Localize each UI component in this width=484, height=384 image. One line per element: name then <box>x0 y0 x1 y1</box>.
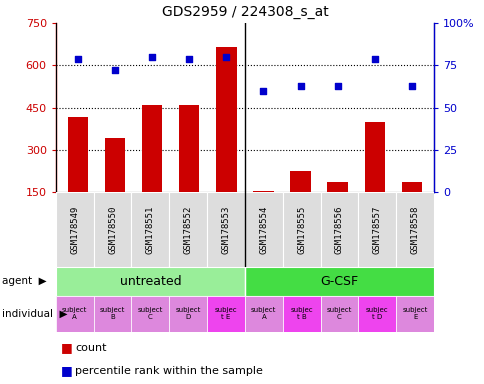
Bar <box>290 171 310 192</box>
Bar <box>364 122 384 192</box>
Text: subject
E: subject E <box>402 308 427 320</box>
Bar <box>358 192 395 267</box>
Bar <box>131 192 169 267</box>
Bar <box>142 105 162 192</box>
Title: GDS2959 / 224308_s_at: GDS2959 / 224308_s_at <box>161 5 328 19</box>
Bar <box>253 190 273 192</box>
Text: G-CSF: G-CSF <box>320 275 358 288</box>
Bar <box>207 296 244 332</box>
Point <box>222 54 230 60</box>
Text: individual  ▶: individual ▶ <box>2 309 68 319</box>
Bar <box>395 192 433 267</box>
Text: ■: ■ <box>60 364 72 377</box>
Point <box>296 83 304 89</box>
Bar <box>131 296 169 332</box>
Bar <box>169 296 207 332</box>
Bar <box>207 192 244 267</box>
Text: untreated: untreated <box>119 275 181 288</box>
Bar <box>105 139 125 192</box>
Bar <box>56 267 244 296</box>
Bar <box>320 192 358 267</box>
Text: GSM178550: GSM178550 <box>108 205 117 253</box>
Point <box>407 83 415 89</box>
Bar <box>358 296 395 332</box>
Bar <box>282 192 320 267</box>
Bar <box>320 296 358 332</box>
Point <box>333 83 341 89</box>
Text: GSM178549: GSM178549 <box>70 205 79 253</box>
Text: ■: ■ <box>60 341 72 354</box>
Text: GSM178555: GSM178555 <box>297 205 305 253</box>
Text: subject
D: subject D <box>175 308 200 320</box>
Text: subject
C: subject C <box>137 308 163 320</box>
Bar <box>68 118 88 192</box>
Bar <box>179 105 199 192</box>
Text: subjec
t D: subjec t D <box>365 308 388 320</box>
Text: subjec
t B: subjec t B <box>290 308 312 320</box>
Bar <box>401 182 421 192</box>
Text: count: count <box>75 343 106 353</box>
Point <box>259 88 267 94</box>
Text: subject
C: subject C <box>326 308 351 320</box>
Bar <box>327 182 347 192</box>
Text: GSM178557: GSM178557 <box>372 205 381 253</box>
Text: GSM178554: GSM178554 <box>259 205 268 253</box>
Point <box>185 55 193 61</box>
Text: agent  ▶: agent ▶ <box>2 276 47 286</box>
Bar <box>93 192 131 267</box>
Text: subjec
t E: subjec t E <box>214 308 237 320</box>
Text: GSM178553: GSM178553 <box>221 205 230 253</box>
Bar <box>244 296 282 332</box>
Bar <box>395 296 433 332</box>
Point <box>148 54 156 60</box>
Point <box>370 55 378 61</box>
Text: GSM178558: GSM178558 <box>410 205 419 253</box>
Bar <box>56 296 93 332</box>
Text: subject
B: subject B <box>100 308 125 320</box>
Text: GSM178551: GSM178551 <box>146 205 154 253</box>
Bar <box>93 296 131 332</box>
Bar <box>56 192 93 267</box>
Text: GSM178556: GSM178556 <box>334 205 343 253</box>
Text: subject
A: subject A <box>62 308 87 320</box>
Point <box>111 67 119 73</box>
Text: subject
A: subject A <box>251 308 276 320</box>
Bar <box>169 192 207 267</box>
Text: percentile rank within the sample: percentile rank within the sample <box>75 366 262 376</box>
Bar <box>282 296 320 332</box>
Text: GSM178552: GSM178552 <box>183 205 192 253</box>
Bar <box>244 192 282 267</box>
Point <box>74 55 82 61</box>
Bar <box>216 47 236 192</box>
Bar <box>244 267 433 296</box>
